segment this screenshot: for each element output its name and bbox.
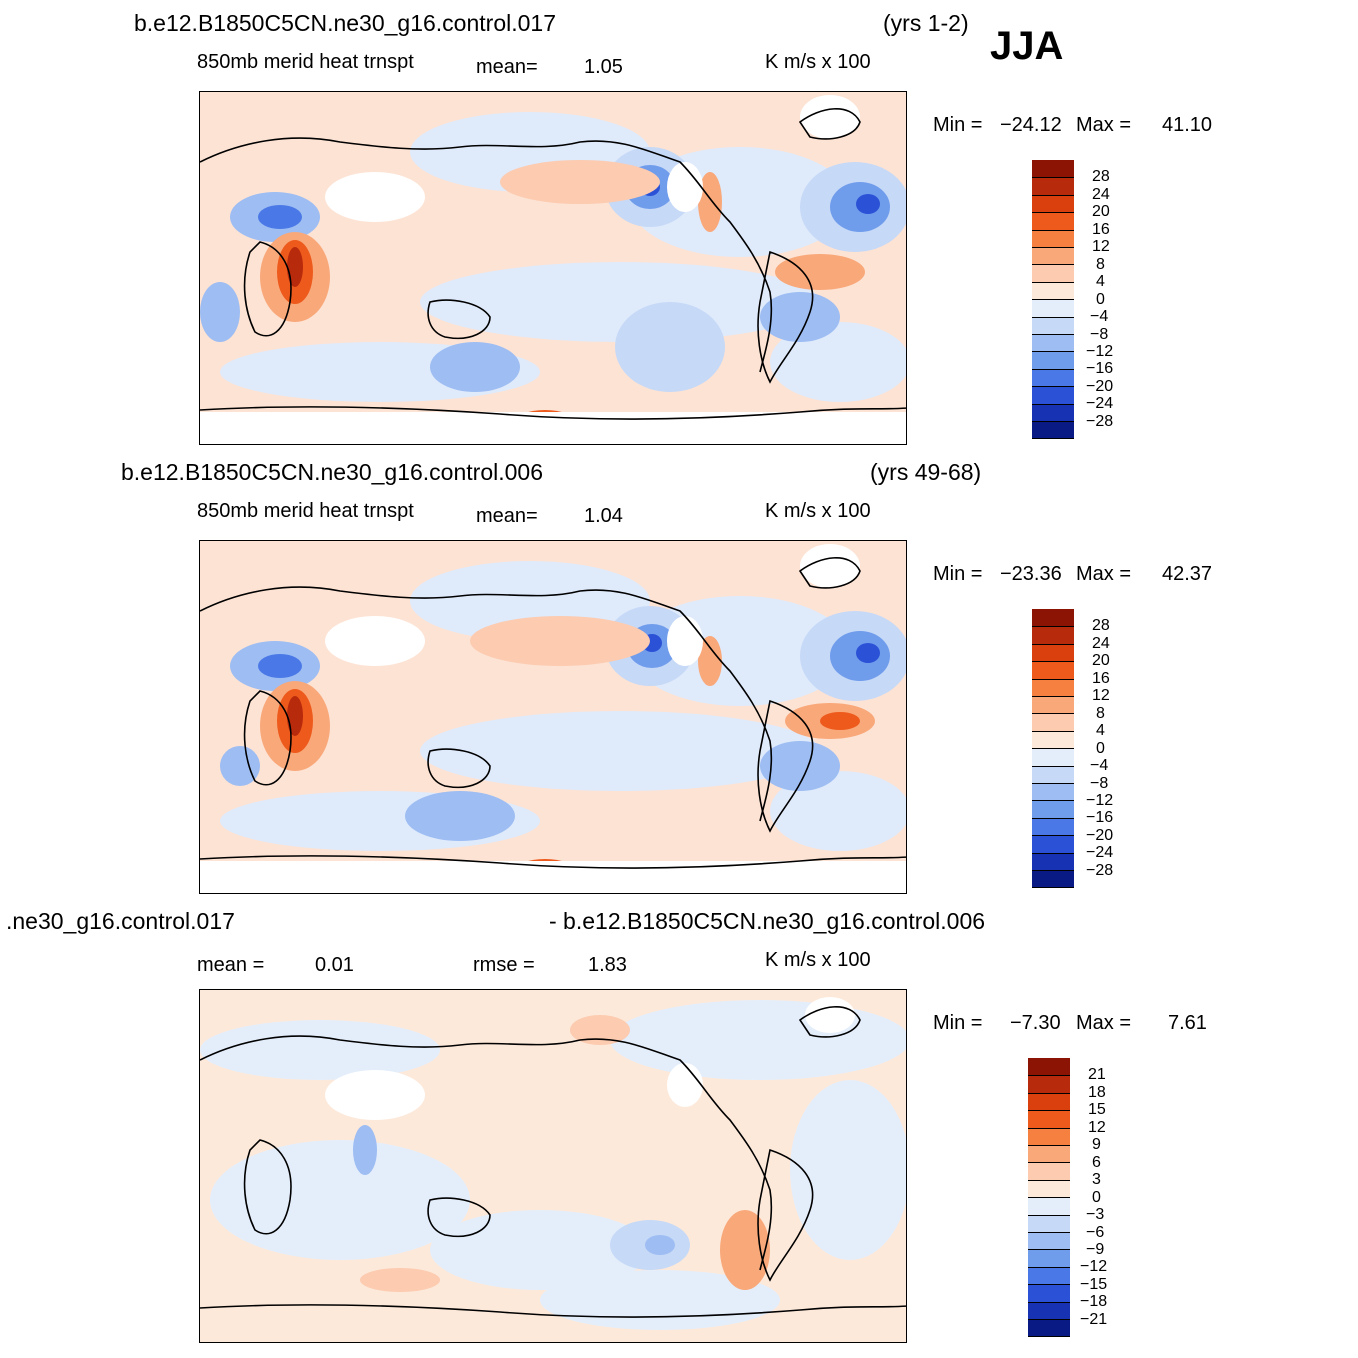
panel2-cbar-label: −24 [1086,844,1114,861]
panel2-cbar-label: −28 [1086,862,1114,879]
panel1-cbar-label: 16 [1092,221,1110,238]
panel2-cbar-label: 4 [1096,722,1105,739]
panel3-max-value: 7.61 [1168,1012,1207,1034]
panel3-case-left: .ne30_g16.control.017 [6,908,235,934]
panel1-variable: 850mb merid heat trnspt [197,51,414,73]
panel2-cbar-label: −12 [1086,792,1114,809]
panel2-cbar-label: 8 [1096,705,1105,722]
panel2-map-field [200,541,906,893]
panel1-cbar-label: 28 [1092,168,1110,185]
panel1-cbar-label: 20 [1092,203,1110,220]
panel2-max-value: 42.37 [1162,563,1213,585]
panel2-case-title: b.e12.B1850C5CN.ne30_g16.control.006 [121,459,543,485]
panel3-cbar-label: 6 [1092,1154,1101,1171]
panel1-cbar-label: 12 [1092,238,1110,255]
panel1-cbar-label: −8 [1090,326,1109,343]
panel3-map [199,989,907,1343]
panel2-cbar-label: 20 [1092,652,1110,669]
season-label: JJA [990,24,1064,68]
panel3-cbar-label: −21 [1080,1311,1108,1328]
panel1-cbar-label: 4 [1096,273,1105,290]
panel3-case-right: - b.e12.B1850C5CN.ne30_g16.control.006 [549,908,986,934]
panel3-cbar-label: 12 [1088,1119,1106,1136]
panel2-units: K m/s x 100 [765,500,871,522]
panel1-map [199,91,907,445]
panel1-cbar-label: −4 [1090,308,1109,325]
panel3-cbar-label: −12 [1080,1258,1108,1275]
panel2-cbar-label: −8 [1090,775,1109,792]
panel3-mean-value: 0.01 [315,954,354,976]
panel3-cbar-label: 0 [1092,1189,1101,1206]
panel1-max-value: 41.10 [1162,114,1213,136]
panel2-cbar-label: 0 [1096,740,1105,757]
panel3-cbar-label: 18 [1088,1084,1106,1101]
panel2-map [199,540,907,894]
panel3-cbar-label: −3 [1086,1206,1105,1223]
panel2-cbar-label: 16 [1092,670,1110,687]
panel1-map-field [200,92,906,444]
panel1-case-title: b.e12.B1850C5CN.ne30_g16.control.017 [134,10,556,36]
panel3-mean-label: mean = [197,954,265,976]
panel3-cbar-label: −15 [1080,1276,1108,1293]
panel2-min-label: Min = [933,563,983,585]
panel1-cbar-label: −24 [1086,395,1114,412]
panel2-min-value: −23.36 [1000,563,1062,585]
panel3-cbar-label: 15 [1088,1101,1106,1118]
panel1-min-value: −24.12 [1000,114,1062,136]
panel3-min-value: −7.30 [1010,1012,1061,1034]
panel1-cbar-label: −20 [1086,378,1114,395]
panel2-cbar-label: −16 [1086,809,1114,826]
panel2-cbar-label: 24 [1092,635,1110,652]
panel1-cbar-label: −16 [1086,360,1114,377]
panel1-mean-label: mean= [476,56,538,78]
panel3-rmse-value: 1.83 [588,954,627,976]
panel3-rmse-label: rmse = [473,954,535,976]
panel1-cbar-label: 0 [1096,291,1105,308]
panel1-cbar-label: 24 [1092,186,1110,203]
panel1-years: (yrs 1-2) [883,10,969,36]
panel2-cbar-label: −4 [1090,757,1109,774]
panel3-max-label: Max = [1076,1012,1132,1034]
panel3-map-field [200,990,906,1342]
panel2-mean-label: mean= [476,505,538,527]
panel1-units: K m/s x 100 [765,51,871,73]
panel3-cbar-label: −18 [1080,1293,1108,1310]
panel2-cbar-label: 28 [1092,617,1110,634]
panel2-max-label: Max = [1076,563,1132,585]
panel2-cbar-label: −20 [1086,827,1114,844]
panel2-cbar-label: 12 [1092,687,1110,704]
panel1-min-label: Min = [933,114,983,136]
panel3-cbar-label: 9 [1092,1136,1101,1153]
panel3-cbar-label: 3 [1092,1171,1101,1188]
panel2-years: (yrs 49-68) [870,459,982,485]
panel1-cbar-label: −28 [1086,413,1114,430]
panel3-cbar-label: 21 [1088,1066,1106,1083]
panel3-cbar-label: −6 [1086,1224,1105,1241]
panel3-cbar-label: −9 [1086,1241,1105,1258]
panel1-cbar-label: −12 [1086,343,1114,360]
panel2-variable: 850mb merid heat trnspt [197,500,414,522]
panel3-units: K m/s x 100 [765,949,871,971]
panel1-mean-value: 1.05 [584,56,623,78]
panel1-cbar-label: 8 [1096,256,1105,273]
panel3-min-label: Min = [933,1012,983,1034]
panel1-max-label: Max = [1076,114,1132,136]
panel2-mean-value: 1.04 [584,505,623,527]
